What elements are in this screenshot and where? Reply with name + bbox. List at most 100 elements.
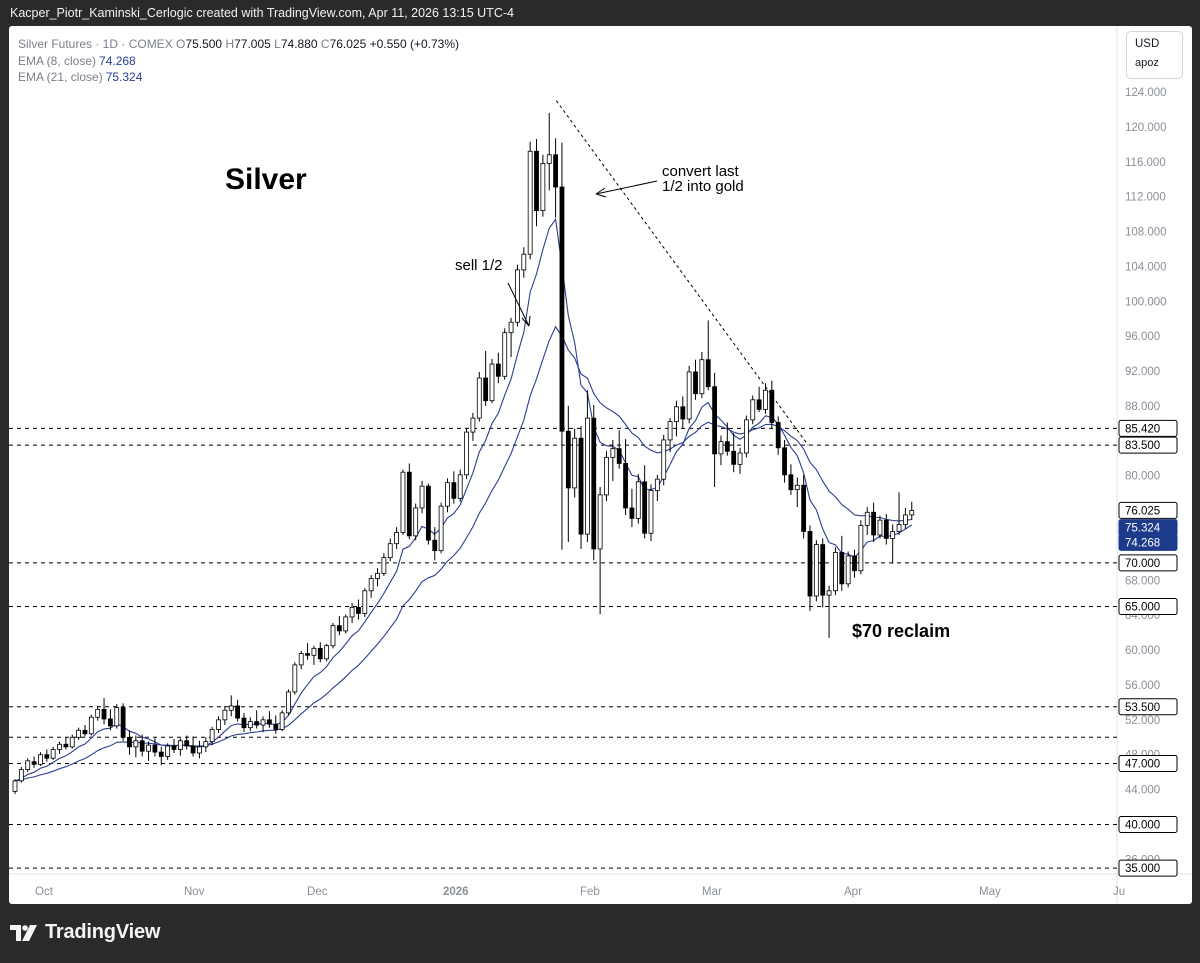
candle-body[interactable]	[502, 332, 508, 377]
candle-body[interactable]	[114, 707, 120, 727]
candle-body[interactable]	[203, 741, 209, 748]
candle-body[interactable]	[540, 163, 546, 211]
candle-body[interactable]	[375, 572, 380, 579]
candle-body[interactable]	[877, 519, 883, 536]
currency-selector[interactable]: USD apoz	[1126, 31, 1183, 79]
candle-body[interactable]	[693, 371, 698, 395]
candle-body[interactable]	[139, 740, 145, 752]
candle-body[interactable]	[667, 421, 673, 441]
candle-body[interactable]	[228, 705, 234, 711]
candle-body[interactable]	[298, 653, 304, 666]
candle-body[interactable]	[591, 417, 597, 550]
candle-body[interactable]	[432, 539, 438, 552]
candle-body[interactable]	[190, 745, 196, 754]
candle-body[interactable]	[95, 708, 101, 718]
ema21-line[interactable]	[14, 325, 912, 782]
candle-body[interactable]	[674, 406, 679, 423]
candle-body[interactable]	[731, 450, 737, 465]
candle-body[interactable]	[330, 625, 336, 647]
candle-body[interactable]	[648, 490, 654, 534]
trendline[interactable]	[555, 100, 809, 446]
candle-body[interactable]	[883, 519, 889, 539]
candle-body[interactable]	[88, 716, 94, 735]
candle-body[interactable]	[515, 269, 520, 323]
candle-body[interactable]	[782, 447, 787, 476]
candle-body[interactable]	[317, 647, 323, 660]
candle-body[interactable]	[909, 510, 915, 516]
candle-body[interactable]	[476, 377, 482, 419]
candle-body[interactable]	[686, 371, 692, 420]
candle-body[interactable]	[50, 749, 56, 759]
candle-body[interactable]	[794, 484, 800, 491]
candle-body[interactable]	[527, 150, 533, 255]
candle-body[interactable]	[445, 482, 450, 507]
ema8-line[interactable]	[14, 217, 913, 782]
candle-body[interactable]	[534, 150, 539, 211]
candle-body[interactable]	[699, 359, 705, 395]
candle-body[interactable]	[864, 511, 870, 526]
candle-body[interactable]	[286, 691, 291, 714]
candle-body[interactable]	[69, 736, 75, 748]
candle-body[interactable]	[623, 463, 628, 509]
candle-body[interactable]	[394, 531, 400, 545]
candle-body[interactable]	[826, 590, 832, 596]
candle-body[interactable]	[292, 664, 298, 693]
candle-body[interactable]	[489, 363, 495, 402]
candle-body[interactable]	[572, 437, 578, 489]
candle-body[interactable]	[63, 743, 69, 748]
candle-body[interactable]	[76, 729, 81, 738]
candle-body[interactable]	[718, 441, 724, 455]
candle-body[interactable]	[254, 721, 260, 726]
candle-body[interactable]	[12, 780, 18, 792]
candle-body[interactable]	[82, 729, 88, 735]
candle-body[interactable]	[820, 544, 826, 596]
candle-body[interactable]	[152, 744, 158, 753]
candle-body[interactable]	[546, 154, 552, 164]
candle-body[interactable]	[368, 578, 374, 592]
candle-body[interactable]	[197, 746, 202, 754]
candle-body[interactable]	[724, 441, 730, 452]
candle-body[interactable]	[438, 505, 444, 552]
candle-body[interactable]	[120, 707, 126, 738]
candle-body[interactable]	[381, 557, 387, 574]
candle-body[interactable]	[31, 761, 37, 765]
candle-body[interactable]	[705, 359, 711, 388]
candle-body[interactable]	[604, 456, 609, 496]
candle-body[interactable]	[127, 736, 132, 748]
candle-body[interactable]	[642, 481, 648, 534]
candle-body[interactable]	[845, 555, 851, 585]
candle-body[interactable]	[184, 740, 190, 747]
candle-body[interactable]	[108, 718, 113, 727]
currency-label[interactable]: USD	[1135, 38, 1160, 50]
candle-body[interactable]	[38, 754, 43, 765]
candle-body[interactable]	[457, 474, 463, 499]
candle-body[interactable]	[680, 406, 686, 420]
candle-body[interactable]	[871, 511, 876, 536]
candle-body[interactable]	[712, 386, 717, 455]
candle-body[interactable]	[763, 389, 768, 410]
candle-body[interactable]	[177, 740, 183, 750]
candle-body[interactable]	[661, 439, 667, 480]
candle-body[interactable]	[597, 494, 603, 550]
candle-body[interactable]	[585, 417, 590, 535]
candlestick-chart[interactable]: 124.000 120.000 116.000 112.000 108.000 104.0…	[9, 26, 1192, 904]
candle-body[interactable]	[521, 253, 527, 271]
candle-body[interactable]	[635, 481, 641, 519]
candle-body[interactable]	[222, 709, 228, 721]
candle-body[interactable]	[464, 431, 469, 476]
candle-body[interactable]	[425, 485, 431, 541]
candle-body[interactable]	[756, 399, 762, 410]
candle-body[interactable]	[565, 430, 571, 489]
candle-body[interactable]	[801, 484, 807, 532]
candle-body[interactable]	[266, 719, 272, 725]
candle-body[interactable]	[209, 729, 215, 743]
candle-body[interactable]	[813, 544, 819, 597]
chart-panel[interactable]: 124.000 120.000 116.000 112.000 108.000 104.0…	[9, 26, 1192, 904]
candle-body[interactable]	[305, 653, 310, 656]
candle-body[interactable]	[158, 751, 164, 757]
candle-body[interactable]	[44, 754, 50, 759]
candle-body[interactable]	[833, 552, 838, 592]
candle-body[interactable]	[775, 422, 781, 449]
candle-body[interactable]	[57, 743, 62, 750]
candle-body[interactable]	[610, 448, 616, 458]
